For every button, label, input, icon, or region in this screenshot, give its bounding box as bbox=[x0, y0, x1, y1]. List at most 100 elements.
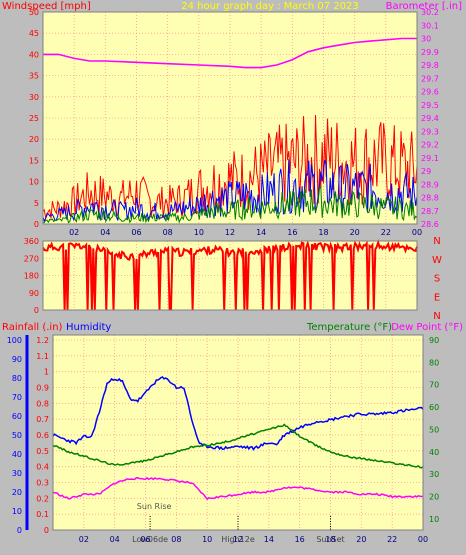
humidity-tick-label: 90 bbox=[12, 355, 22, 364]
hour-tick-label: 12 bbox=[233, 535, 243, 544]
temperature-line bbox=[52, 423, 424, 469]
rainfall-tick-label: 0 bbox=[44, 526, 49, 535]
compass-label: N bbox=[433, 236, 440, 247]
temperature-tick-label: 30 bbox=[429, 470, 439, 479]
hour-tick-label: 18 bbox=[318, 228, 328, 237]
temperature-tick-label: 20 bbox=[429, 492, 439, 501]
rainfall-tick-label: 0.8 bbox=[36, 399, 49, 408]
barometer-tick-label: 28.9 bbox=[421, 180, 439, 189]
barometer-tick-label: 29.4 bbox=[421, 114, 439, 123]
windspeed-tick-label: 5 bbox=[34, 199, 39, 208]
rainfall-tick-label: 0.9 bbox=[36, 384, 49, 393]
windspeed-axis-label: Windspeed [mph] bbox=[2, 1, 91, 12]
barometer-tick-label: 28.8 bbox=[421, 194, 439, 203]
humidity-temp-series bbox=[52, 376, 424, 501]
windspeed-tick-label: 20 bbox=[29, 135, 39, 144]
barometer-tick-label: 29.6 bbox=[421, 88, 439, 97]
hour-tick-label: 22 bbox=[387, 535, 397, 544]
barometer-tick-label: 28.6 bbox=[421, 220, 439, 229]
windspeed-tick-label: 25 bbox=[29, 114, 39, 123]
humidity-temp-ticks: 0 0.1 0.2 0.3 0.4 0.5 0.6 0.7 0.8 0.9 1 1.1 1.2 0 10 20… bbox=[7, 334, 439, 544]
temperature-tick-label: 50 bbox=[429, 425, 439, 434]
humidity-tick-label: 60 bbox=[12, 412, 22, 421]
temperature-tick-label: 40 bbox=[429, 448, 439, 457]
windspeed-tick-label: 35 bbox=[29, 72, 39, 81]
hour-tick-label: 12 bbox=[225, 228, 235, 237]
direction-tick-label: 0 bbox=[34, 306, 39, 315]
direction-tick-label: 270 bbox=[24, 254, 39, 263]
annotation-label: Low06de bbox=[132, 535, 168, 544]
wind-direction-line bbox=[42, 239, 418, 311]
wind-baro-frame bbox=[42, 11, 418, 225]
hour-tick-label: 04 bbox=[100, 228, 110, 237]
wind-gust-line bbox=[42, 114, 418, 220]
hour-tick-label: 22 bbox=[381, 228, 391, 237]
humidity-tick-label: 70 bbox=[12, 393, 22, 402]
barometer-tick-label: 29.2 bbox=[421, 141, 439, 150]
windspeed-tick-label: 10 bbox=[29, 178, 39, 187]
barometer-tick-label: 29.3 bbox=[421, 127, 439, 136]
wind-speed-line bbox=[42, 159, 418, 223]
rainfall-tick-label: 0.1 bbox=[36, 510, 49, 519]
wind-baro-series bbox=[42, 37, 418, 224]
rainfall-tick-label: 0.7 bbox=[36, 415, 49, 424]
chart-title: 24 hour graph day : March 07 2023 bbox=[181, 1, 359, 12]
barometer-tick-label: 30.2 bbox=[421, 8, 439, 17]
temperature-axis-label: Temperature (°F) bbox=[306, 322, 392, 333]
hour-tick-label: 02 bbox=[79, 535, 89, 544]
temperature-tick-label: 80 bbox=[429, 358, 439, 367]
hour-tick-label: 00 bbox=[418, 535, 428, 544]
hour-tick-label: 08 bbox=[171, 535, 181, 544]
barometer-tick-label: 30 bbox=[421, 35, 431, 44]
temperature-tick-label: 70 bbox=[429, 381, 439, 390]
humidity-tick-label: 30 bbox=[12, 469, 22, 478]
rainfall-tick-label: 1.1 bbox=[36, 352, 49, 361]
wind-direction-frame bbox=[42, 240, 418, 311]
humidity-tick-label: 80 bbox=[12, 374, 22, 383]
barometer-axis-label: Barometer [.in] bbox=[386, 1, 462, 12]
hour-tick-label: 18 bbox=[325, 535, 335, 544]
windspeed-tick-label: 40 bbox=[29, 50, 39, 59]
temperature-tick-label: 10 bbox=[429, 515, 439, 524]
hour-tick-label: 20 bbox=[350, 228, 360, 237]
barometer-line bbox=[43, 37, 417, 69]
wind-direction-series bbox=[42, 239, 418, 311]
hour-tick-label: 10 bbox=[202, 535, 212, 544]
hour-tick-label: 06 bbox=[140, 535, 150, 544]
humidity-tick-label: 20 bbox=[12, 488, 22, 497]
hour-tick-label: 08 bbox=[163, 228, 173, 237]
compass-label: N bbox=[433, 311, 440, 322]
direction-tick-label: 180 bbox=[24, 272, 39, 281]
temperature-tick-label: 90 bbox=[429, 336, 439, 345]
wind-baro-ticks: 0 5 10 15 20 25 30 35 40 45 50 28.6 28.7 28.8 28.9 29 29… bbox=[29, 8, 439, 237]
hour-tick-label: 02 bbox=[69, 228, 79, 237]
barometer-tick-label: 29.1 bbox=[421, 154, 439, 163]
barometer-tick-label: 29.5 bbox=[421, 101, 439, 110]
hour-tick-label: 04 bbox=[110, 535, 120, 544]
humidity-tick-label: 0 bbox=[17, 526, 22, 535]
rainfall-tick-label: 0.4 bbox=[36, 463, 49, 472]
sun-annotations: Sun Rise Low06de High12e SunSet bbox=[132, 502, 345, 544]
direction-tick-label: 90 bbox=[29, 289, 39, 298]
rainfall-tick-label: 0.2 bbox=[36, 494, 49, 503]
temperature-tick-label: 60 bbox=[429, 403, 439, 412]
hour-tick-label: 10 bbox=[194, 228, 204, 237]
rainfall-tick-label: 1 bbox=[44, 368, 49, 377]
compass-label: E bbox=[434, 292, 440, 303]
humidity-tick-label: 40 bbox=[12, 450, 22, 459]
barometer-tick-label: 28.7 bbox=[421, 207, 439, 216]
barometer-tick-label: 29.9 bbox=[421, 48, 439, 57]
rainfall-tick-label: 0.5 bbox=[36, 447, 49, 456]
annotation-label: SunSet bbox=[316, 535, 344, 544]
windspeed-tick-label: 50 bbox=[29, 8, 39, 17]
hour-tick-label: 16 bbox=[295, 535, 305, 544]
humidity-temp-frame bbox=[52, 334, 424, 531]
annotation-label: High12e bbox=[221, 535, 255, 544]
direction-tick-label: 360 bbox=[24, 237, 39, 246]
compass-label: S bbox=[434, 274, 440, 285]
windspeed-tick-label: 15 bbox=[29, 156, 39, 165]
humidity-tick-label: 50 bbox=[12, 431, 22, 440]
windspeed-tick-label: 45 bbox=[29, 29, 39, 38]
